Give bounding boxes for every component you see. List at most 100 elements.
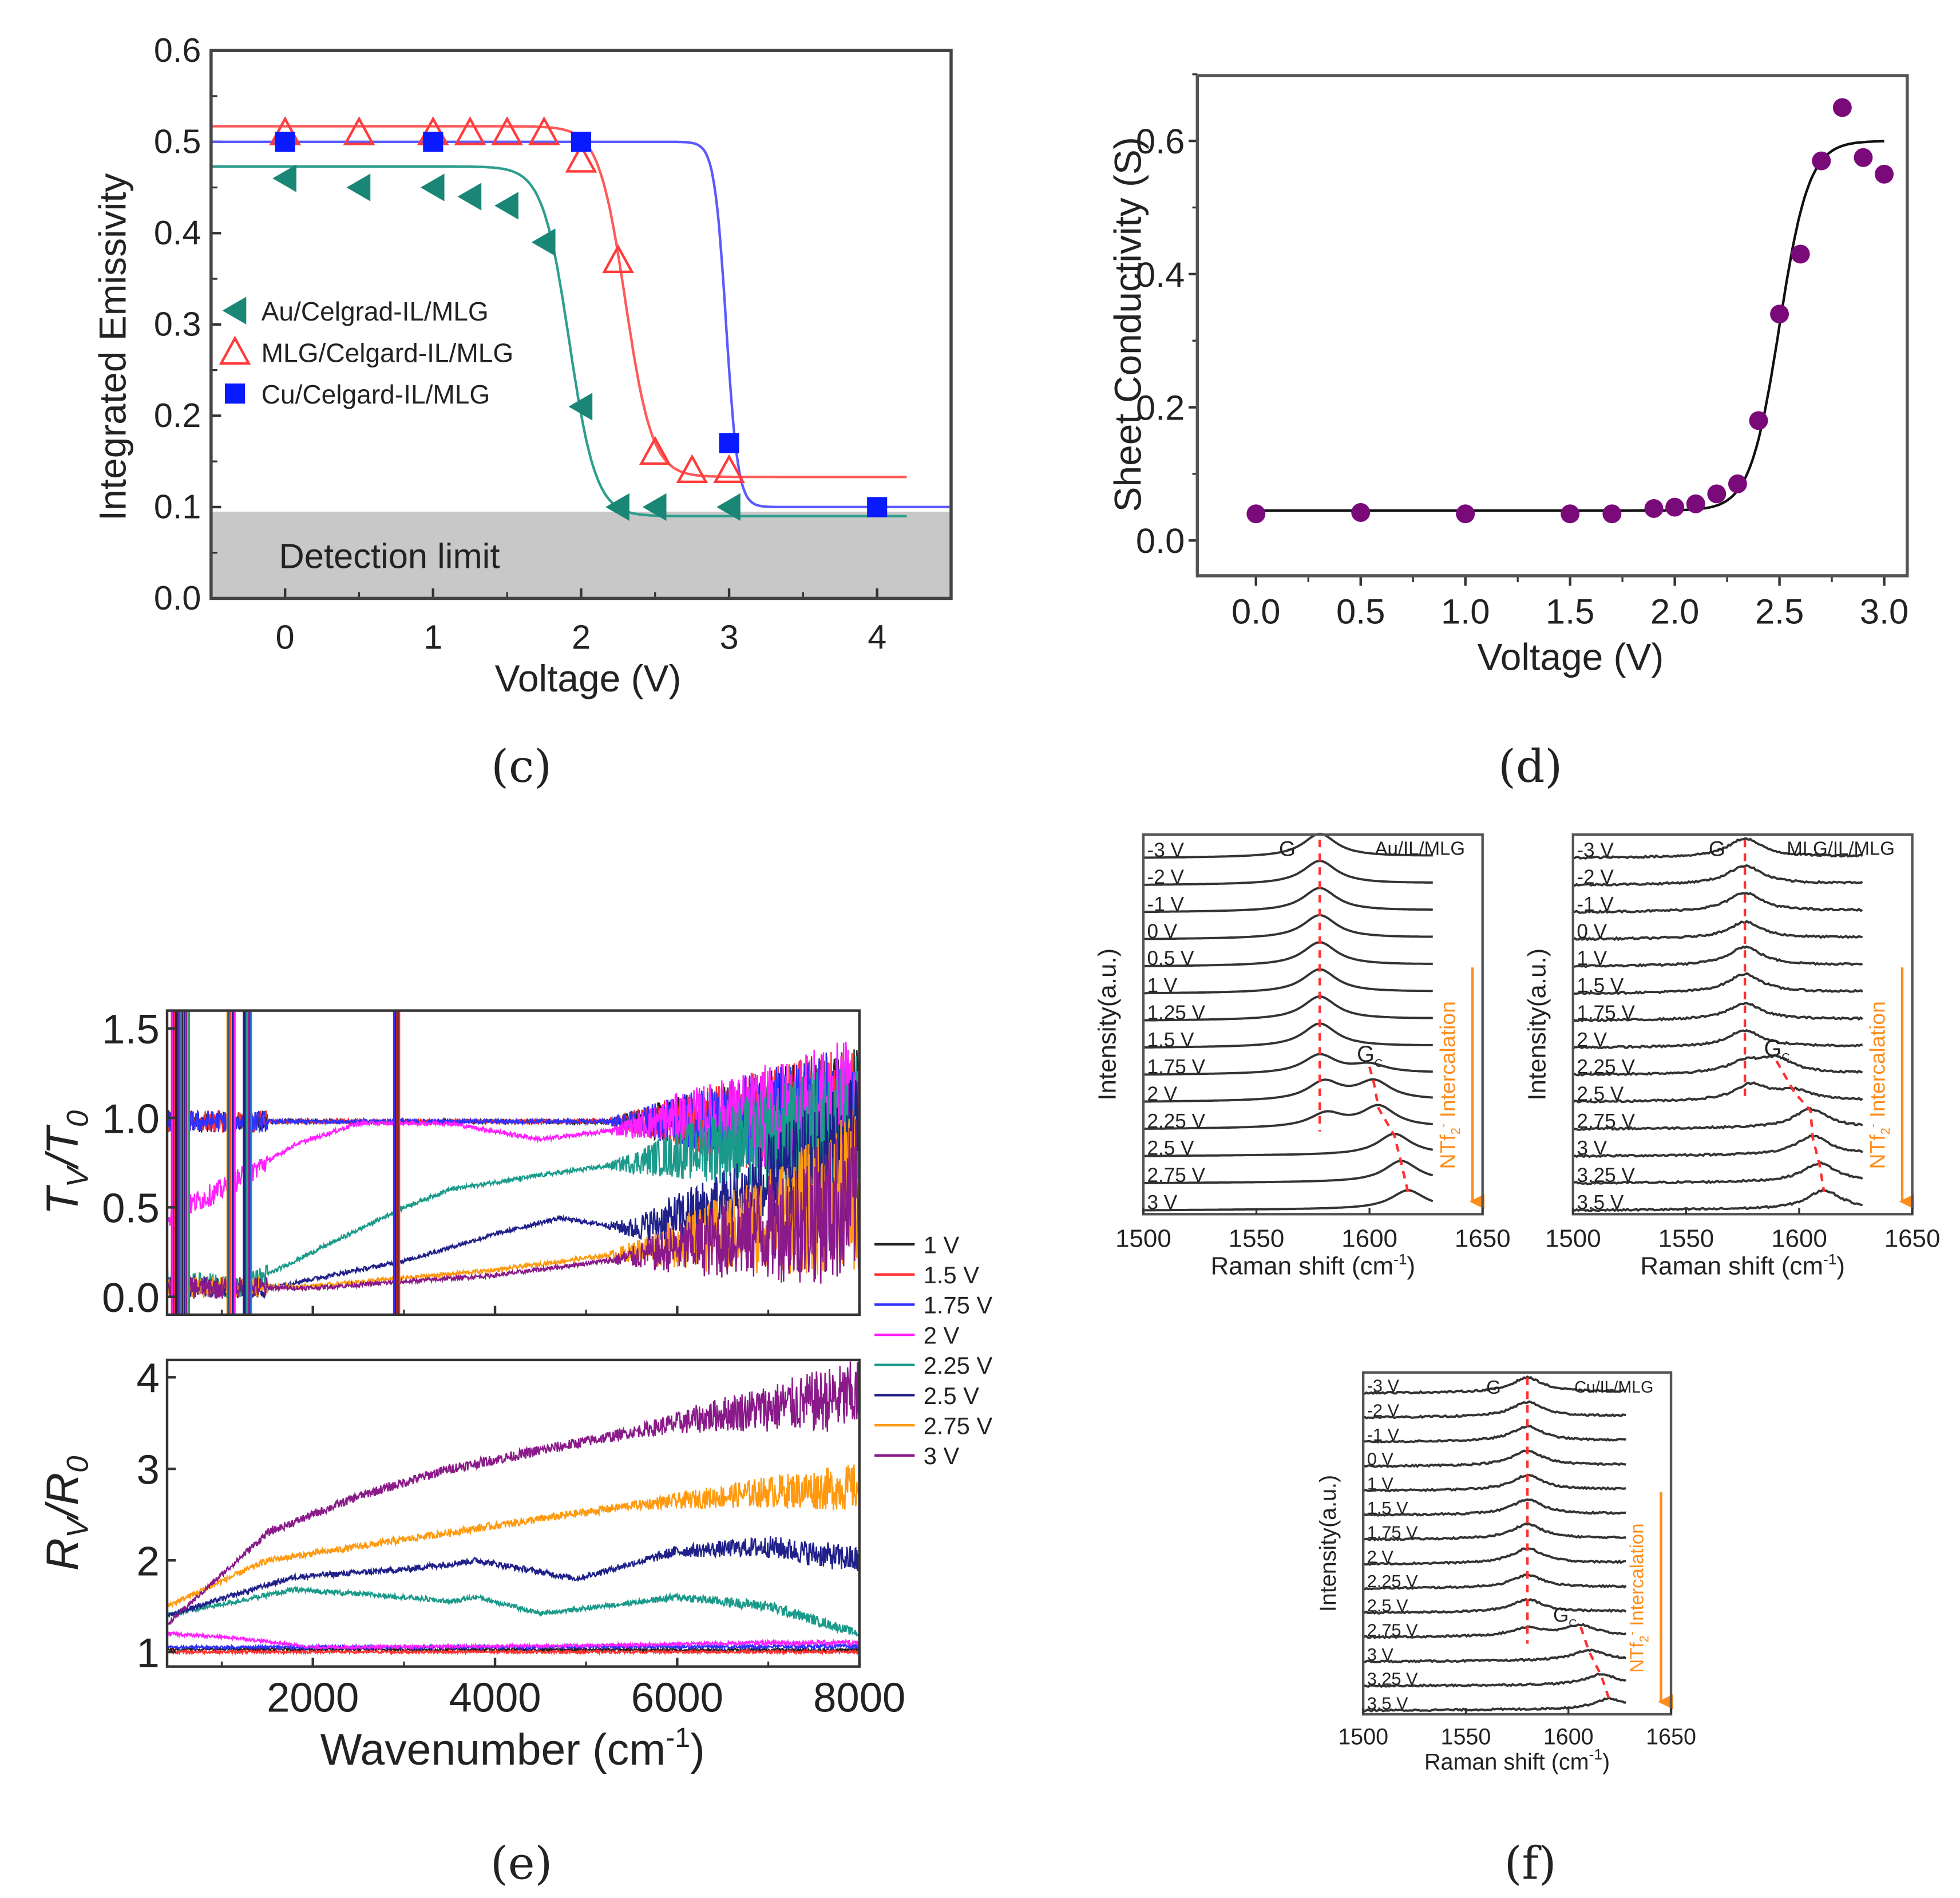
raman-panel-Au-IL-MLG: -3 V-2 V-1 V0 V0.5 V1 V1.25 V1.5 V1.75 V… <box>1094 832 1511 1280</box>
chart-d: 0.0 0.2 0.4 0.6 0.0 0.5 1.0 1.5 2.0 2.5 3.0 Voltage… <box>1107 73 1909 678</box>
spectrum-voltage-label: -2 V <box>1577 866 1614 888</box>
raman-spectrum <box>1363 1648 1627 1664</box>
panel-label-e: (e) <box>490 1837 552 1890</box>
y-label-sub: V <box>61 1164 95 1187</box>
raman-spectrum <box>1573 892 1863 914</box>
raman-spectrum <box>1573 1188 1863 1213</box>
x-axis-label: Raman shift (cm-1) <box>1640 1251 1845 1280</box>
x-label-part: ) <box>1602 1750 1610 1775</box>
data-point-1 <box>528 116 560 145</box>
legend: 1 V 1.5 V 1.75 V 2 V 2.25 V 2.5 V 2.75 V 3 V <box>874 1231 992 1469</box>
raman-spectrum <box>1573 1054 1863 1077</box>
x-axis-label: Raman shift (cm-1) <box>1424 1746 1610 1775</box>
intercalation-label-part: NTf <box>1435 1134 1459 1169</box>
panel-label-c: (c) <box>491 740 552 793</box>
y-tick-label: 0.2 <box>154 396 201 434</box>
x-label-sup: -1 <box>1589 1746 1602 1763</box>
x-axis-label: Raman shift (cm-1) <box>1210 1251 1415 1280</box>
gc-peak-label: GC <box>1553 1604 1577 1630</box>
intercalation-label-sub: 2 <box>1448 1128 1463 1134</box>
data-point-1 <box>602 244 634 274</box>
series-line-25V <box>167 1536 860 1618</box>
spectrum-voltage-label: 3 V <box>1147 1191 1178 1213</box>
y-tick-label: 0.2 <box>1136 389 1185 428</box>
y-tick-label: 3 <box>137 1447 160 1493</box>
spectrum-voltage-label: 2.75 V <box>1147 1164 1206 1187</box>
x-tick-label: 1650 <box>1884 1224 1941 1252</box>
spectrum-voltage-label: 1 V <box>1147 975 1178 997</box>
data-point <box>1561 504 1580 524</box>
y-axis-label: RV/R0 <box>37 1456 95 1571</box>
gc-peak-label: GC <box>1357 1042 1383 1070</box>
x-tick-label: 1600 <box>1543 1725 1594 1750</box>
data-point <box>1686 494 1705 513</box>
spectrum-voltage-label: -3 V <box>1367 1376 1400 1396</box>
spectrum-voltage-label: 1.75 V <box>1147 1056 1206 1078</box>
x-label-sup: -1 <box>1823 1251 1836 1268</box>
spectrum-voltage-label: -1 V <box>1147 893 1185 916</box>
legend-label: 2.25 V <box>924 1352 993 1379</box>
data-point-0 <box>272 164 296 192</box>
y-tick-label: 0.3 <box>154 305 201 343</box>
sample-label: Au/IL/MLG <box>1375 837 1465 859</box>
y-tick-label: 1.0 <box>102 1096 160 1142</box>
raman-spectrum <box>1143 914 1433 940</box>
data-point-0 <box>568 393 593 421</box>
raman-spectrum <box>1143 995 1433 1022</box>
spectrum-voltage-label: -3 V <box>1147 839 1185 861</box>
x-tick-label: 1500 <box>1545 1224 1601 1252</box>
x-tick-label: 0.0 <box>1232 592 1280 631</box>
legend-label: 3 V <box>924 1442 960 1469</box>
legend-label: 2.75 V <box>924 1412 993 1439</box>
raman-spectrum <box>1363 1547 1626 1566</box>
y-tick-label: 1 <box>137 1630 160 1676</box>
x-label-sup: -1 <box>666 1722 690 1753</box>
raman-spectrum <box>1363 1522 1626 1541</box>
y-axis-label: Intensity(a.u.) <box>1523 948 1551 1101</box>
data-point-0 <box>642 493 667 521</box>
intercalation-label: NTf2- Intercalation <box>1435 1001 1463 1169</box>
raman-spectrum <box>1363 1672 1626 1689</box>
raman-spectrum <box>1573 864 1863 887</box>
data-point <box>1854 148 1873 167</box>
y-tick-label: 0.4 <box>1136 255 1185 295</box>
data-point-0 <box>346 173 371 201</box>
x-label-sup: -1 <box>1393 1251 1407 1268</box>
gc-label-part: G <box>1357 1042 1375 1067</box>
chart-f: -3 V-2 V-1 V0 V0.5 V1 V1.25 V1.5 V1.75 V… <box>1094 832 1941 1775</box>
raman-spectrum <box>1573 945 1863 968</box>
legend: Au/Celgrad-IL/MLG MLG/Celgard-IL/MLG Cu/Ce… <box>219 296 513 409</box>
gc-peak-label: GC <box>1764 1036 1790 1064</box>
intercalation-label-sup: - <box>1436 1124 1450 1128</box>
x-tick-label: 1.0 <box>1441 592 1490 631</box>
legend-label: 1 V <box>924 1231 960 1258</box>
spectrum-voltage-label: 0 V <box>1367 1449 1394 1469</box>
x-tick-label: 1600 <box>1771 1224 1827 1252</box>
detection-limit-label: Detection limit <box>279 537 500 576</box>
spectrum-voltage-label: 0.5 V <box>1147 947 1195 970</box>
raman-spectrum <box>1143 941 1433 967</box>
spectrum-voltage-label: -3 V <box>1577 839 1614 861</box>
x-tick-label: 2.0 <box>1650 592 1699 631</box>
x-tick-label: 1.5 <box>1546 592 1594 631</box>
plot-frame <box>1195 74 1909 578</box>
raman-spectrum <box>1363 1449 1626 1468</box>
raman-spectrum <box>1573 837 1863 860</box>
reflectance-subplot: 1 2 3 4 RV/R0 <box>37 1355 861 1676</box>
x-tick-label: 4000 <box>449 1675 541 1721</box>
x-tick-label: 0.5 <box>1336 592 1385 631</box>
x-tick-label: 2 <box>572 618 591 656</box>
raman-spectrum <box>1143 1104 1433 1130</box>
y-tick-label: 0.6 <box>1136 122 1185 161</box>
data-point <box>1351 503 1371 522</box>
legend-marker-2 <box>224 383 246 404</box>
x-label-part: Raman shift (cm <box>1640 1252 1823 1280</box>
raman-spectrum <box>1572 1002 1863 1023</box>
intercalation-label-sup: - <box>1866 1124 1880 1128</box>
gc-label-sub: C <box>1569 1617 1577 1630</box>
x-tick-label: 1550 <box>1440 1725 1491 1750</box>
raman-panel-Cu-IL-MLG: -3 V-2 V-1 V0 V1 V1.5 V1.75 V2 V2.25 V2.… <box>1316 1371 1696 1775</box>
legend-marker-1 <box>219 335 251 365</box>
